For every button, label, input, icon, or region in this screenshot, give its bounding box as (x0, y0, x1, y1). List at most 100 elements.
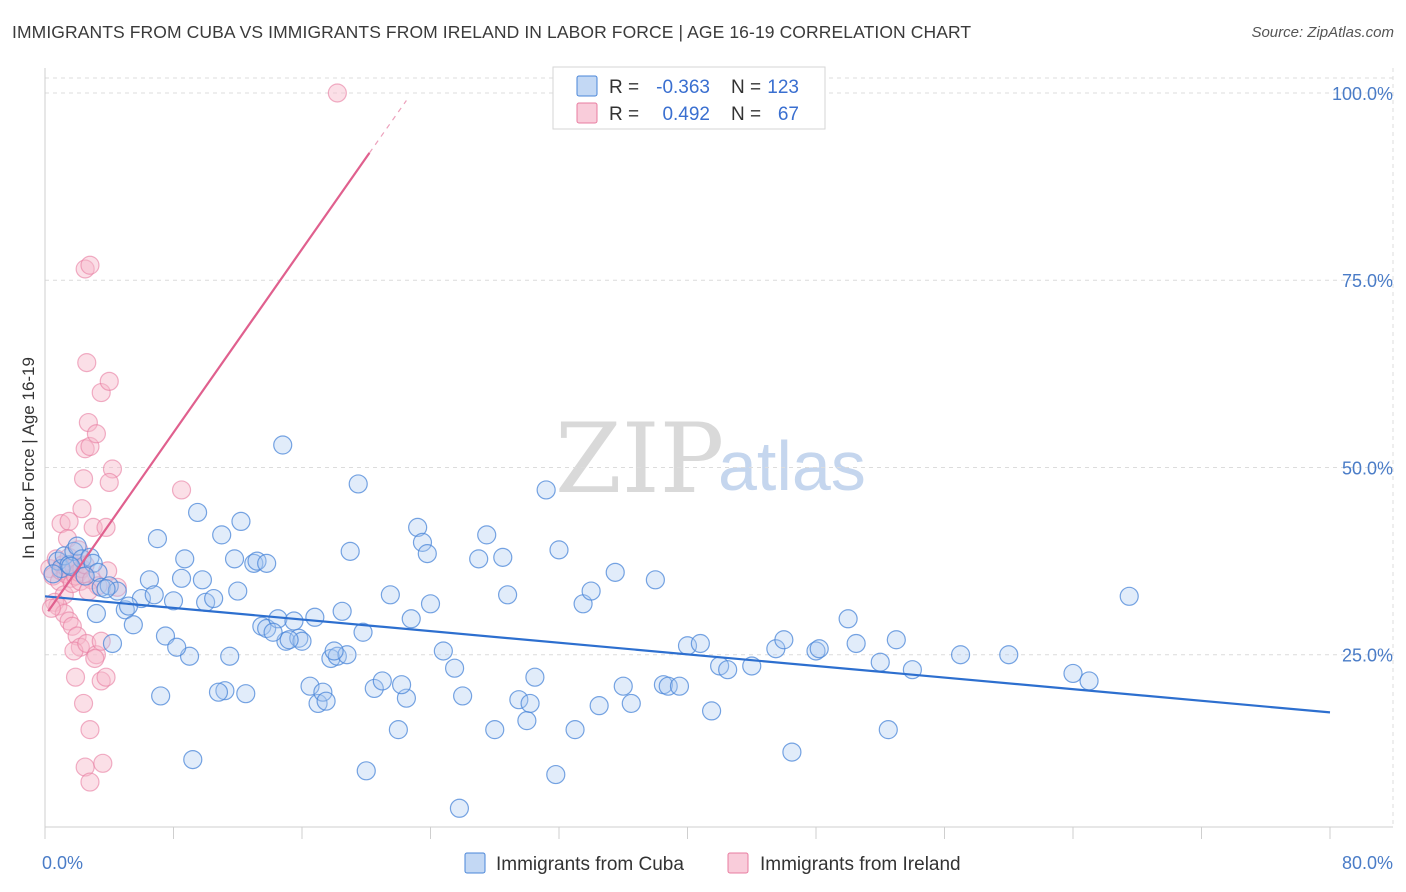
cuba-point (356, 761, 376, 781)
cuba-point (151, 686, 171, 706)
cuba-point (102, 633, 123, 654)
cuba-point (886, 630, 906, 650)
cuba-point (187, 502, 208, 523)
cuba-point (581, 581, 601, 601)
cuba-point (401, 609, 421, 629)
cuba-point (549, 540, 569, 560)
cuba-point (212, 525, 232, 545)
cuba-point (96, 579, 116, 599)
cuba-point (838, 609, 858, 629)
bottom-legend: Immigrants from Cuba Immigrants from Ire… (464, 852, 961, 875)
cuba-point (372, 671, 392, 691)
ireland-point (91, 382, 111, 403)
ireland-point (73, 693, 94, 714)
ireland-point (85, 648, 105, 669)
cuba-point (118, 596, 139, 616)
cuba-point (115, 600, 135, 620)
ireland-point (96, 667, 116, 687)
cuba-point (175, 549, 195, 569)
cuba-trend-line (44, 595, 1331, 714)
cuba-point (171, 568, 192, 588)
cuba-point (870, 652, 890, 672)
ireland-point (80, 772, 100, 792)
cuba-point (950, 645, 971, 665)
cuba-point (485, 720, 505, 740)
cuba-point (417, 544, 437, 564)
cuba-point (388, 720, 408, 740)
ireland-trend-extension (368, 100, 407, 154)
bottom-legend-cuba-label: Immigrants from Cuba (496, 854, 684, 875)
ireland-point (59, 511, 79, 532)
cuba-point (88, 562, 108, 582)
cuba-point (589, 696, 609, 716)
ireland-point (93, 753, 113, 773)
cuba-point (520, 693, 540, 714)
ireland-point (80, 255, 100, 275)
cuba-point (231, 511, 251, 532)
cuba-point (469, 549, 489, 569)
ireland-point (59, 611, 79, 631)
y-tick-labels: 25.0% 50.0% 75.0% 100.0% (1332, 84, 1393, 666)
ireland-point (99, 472, 119, 493)
top-legend: R = -0.363 N = 123 R = 0.492 N = 67 (552, 66, 826, 130)
cuba-point (809, 639, 829, 659)
ireland-point (77, 353, 97, 373)
cuba-point (263, 622, 283, 642)
axes (44, 68, 1393, 839)
ireland-point (327, 83, 347, 103)
bottom-legend-swatch-cuba (464, 852, 486, 874)
cuba-point (999, 645, 1019, 665)
cuba-point (380, 585, 400, 605)
cuba-point (493, 547, 513, 567)
cuba-point (412, 532, 433, 552)
cuba-point (408, 517, 428, 538)
cuba-point (1119, 586, 1139, 606)
cuba-point (1079, 671, 1099, 691)
y-axis-label: In Labor Force | Age 16-19 (19, 357, 38, 559)
cuba-point (433, 641, 453, 661)
ireland-point (86, 424, 107, 444)
cuba-point (774, 630, 794, 650)
y-tick-label: 75.0% (1342, 271, 1393, 291)
cuba-point (305, 607, 325, 627)
cuba-point (236, 684, 256, 704)
cuba-point (308, 693, 328, 714)
cuba-point (257, 553, 277, 573)
cuba-point (43, 564, 63, 584)
cuba-point (546, 764, 566, 785)
cuba-point (208, 682, 229, 702)
legend-cuba-r-label: R = (609, 77, 639, 98)
legend-swatch-ireland (576, 102, 598, 124)
ireland-trend-line (47, 152, 371, 612)
cuba-point (273, 435, 293, 455)
cuba-point (86, 603, 107, 624)
cuba-point (444, 658, 465, 678)
legend-cuba-n-label: N = (731, 77, 761, 98)
cuba-point (701, 701, 722, 721)
cuba-point (192, 570, 213, 590)
ireland-point (78, 412, 98, 433)
cuba-point (215, 681, 235, 701)
ireland-point (67, 626, 87, 646)
legend-cuba-r-value: -0.363 (656, 77, 710, 98)
watermark-zip: ZIP (555, 403, 724, 515)
cuba-point (878, 720, 898, 740)
cuba-point (353, 622, 373, 642)
gridlines (45, 68, 1394, 827)
legend-ireland-n-value: 67 (778, 104, 799, 125)
cuba-point (220, 646, 240, 666)
cuba-point (806, 641, 826, 661)
ireland-point (80, 720, 100, 740)
cuba-point (658, 676, 678, 696)
y-tick-label: 25.0% (1342, 646, 1393, 666)
source-credit: Source: ZipAtlas.com (1251, 24, 1394, 41)
legend-box (552, 66, 826, 130)
cuba-point (509, 690, 529, 710)
cuba-point (324, 641, 344, 661)
cuba-point (364, 678, 384, 699)
y-tick-label: 100.0% (1332, 84, 1393, 104)
cuba-point (80, 547, 100, 567)
cuba-point (477, 525, 497, 545)
cuba-point (284, 611, 304, 631)
